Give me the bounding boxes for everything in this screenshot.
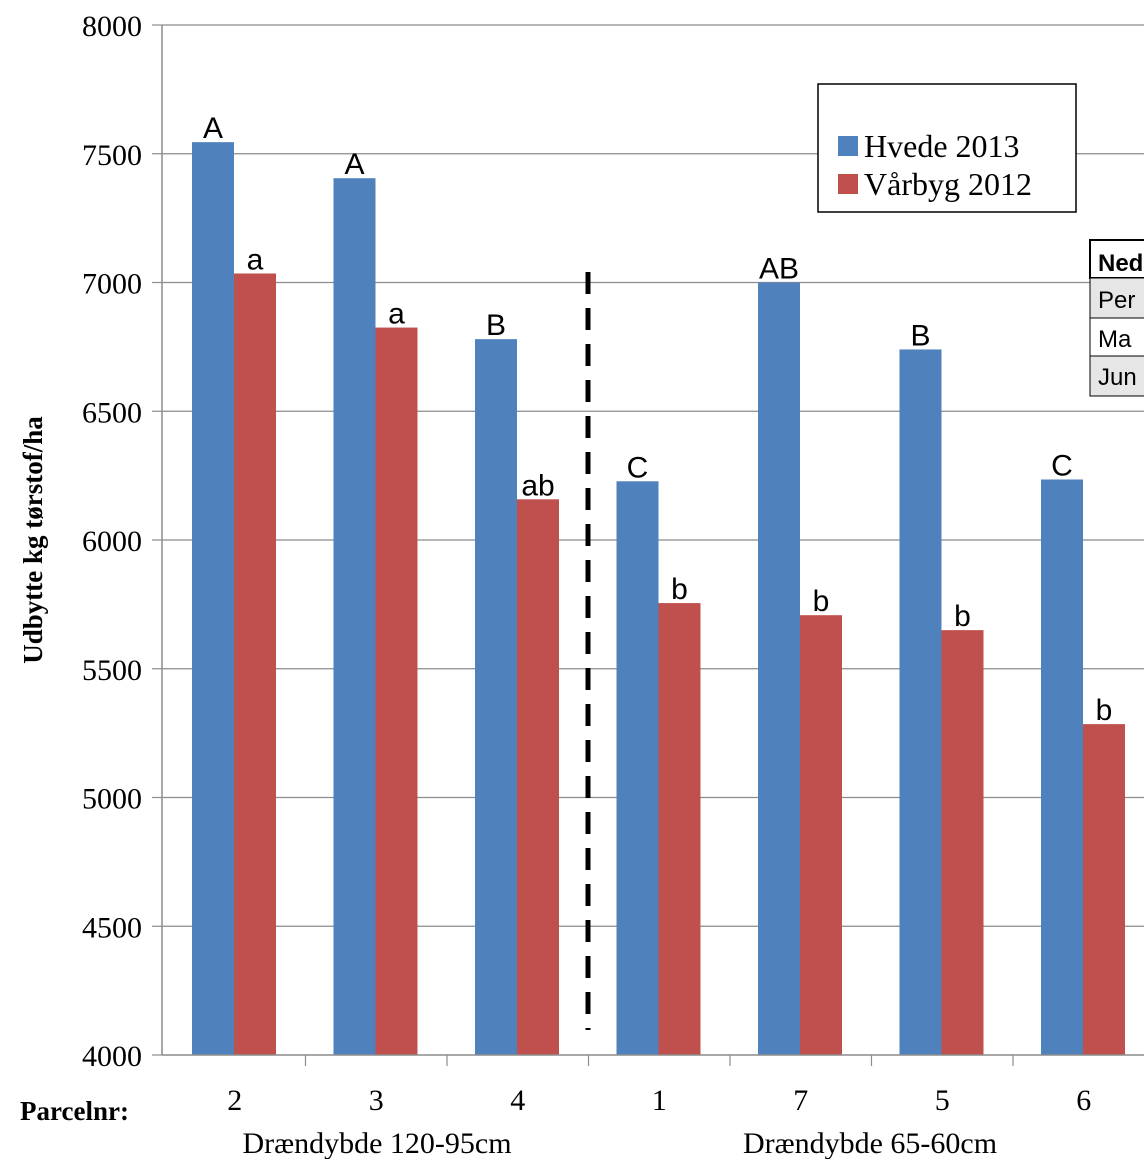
y-tick-label: 5000 — [82, 783, 142, 816]
side-table-row-2: Ma — [1098, 326, 1132, 353]
side-table-row-3: Jun — [1098, 364, 1137, 391]
bar-varbyg-2012 — [941, 630, 984, 1055]
bar-varbyg-2012 — [375, 327, 418, 1055]
significance-label: C — [1051, 449, 1073, 482]
legend-label-varbyg: Vårbyg 2012 — [864, 166, 1032, 202]
y-tick-labels: 4000 4500 5000 5500 6000 6500 7000 7500 8000 — [82, 10, 142, 1073]
significance-label: AB — [759, 253, 799, 286]
x-tick-label: 4 — [510, 1084, 525, 1117]
bar-varbyg-2012 — [234, 273, 276, 1055]
significance-label: b — [813, 585, 830, 618]
bar-varbyg-2012 — [658, 603, 701, 1055]
group-label-deep: Drændybde 120-95cm — [242, 1127, 511, 1159]
x-tick-label: 5 — [935, 1084, 950, 1117]
y-tick-label: 4000 — [82, 1040, 142, 1073]
x-tick-label: 3 — [369, 1084, 384, 1117]
bar-hvede-2013 — [899, 349, 942, 1055]
significance-label: b — [954, 600, 971, 633]
significance-label: B — [910, 319, 930, 352]
y-tick-label: 5500 — [82, 654, 142, 687]
x-tick-label: 1 — [652, 1084, 667, 1117]
significance-label: ab — [521, 469, 554, 502]
x-axis-label: Parcelnr: — [20, 1096, 129, 1126]
bar-hvede-2013 — [758, 282, 800, 1055]
side-table-row-cell — [1089, 355, 1144, 397]
significance-label: B — [486, 309, 506, 342]
significance-label: b — [671, 573, 688, 606]
legend-swatch-varbyg — [838, 174, 858, 194]
side-table-row-1: Per — [1098, 287, 1135, 314]
bars — [192, 142, 1125, 1056]
y-tick-label: 6500 — [82, 396, 142, 429]
y-tick-label: 7500 — [82, 139, 142, 172]
bar-hvede-2013 — [192, 142, 234, 1056]
bar-hvede-2013 — [475, 339, 517, 1055]
y-tick-label: 4500 — [82, 911, 142, 944]
legend-swatch-hvede — [838, 136, 858, 156]
bar-varbyg-2012 — [1083, 724, 1125, 1055]
significance-label: a — [388, 298, 405, 331]
significance-label: a — [247, 243, 264, 276]
side-table: Ned Per Ma Jun — [1089, 239, 1144, 397]
significance-label: b — [1096, 694, 1113, 727]
x-tick-label: 7 — [793, 1084, 808, 1117]
significance-label: A — [344, 148, 364, 181]
group-label-shallow: Drændybde 65-60cm — [743, 1127, 997, 1159]
x-tick-labels: 2 3 4 1 7 5 6 — [227, 1084, 1091, 1117]
y-tick-label: 8000 — [82, 10, 142, 43]
bar-hvede-2013 — [1041, 479, 1083, 1055]
bar-hvede-2013 — [333, 178, 376, 1055]
x-tick-label: 2 — [227, 1084, 242, 1117]
side-table-header: Ned — [1098, 250, 1143, 277]
legend-box — [817, 83, 1077, 213]
axes — [152, 24, 1144, 1066]
bar-varbyg-2012 — [800, 615, 842, 1055]
significance-label: C — [627, 451, 649, 484]
legend-label-hvede: Hvede 2013 — [864, 128, 1020, 164]
x-tick-label: 6 — [1076, 1084, 1091, 1117]
y-tick-label: 7000 — [82, 268, 142, 301]
significance-label: A — [203, 112, 223, 145]
y-axis-label: Udbytte kg tørstof/ha — [18, 416, 48, 664]
bar-varbyg-2012 — [517, 499, 559, 1055]
legend: Hvede 2013 Vårbyg 2012 — [817, 83, 1077, 213]
bar-hvede-2013 — [616, 481, 659, 1055]
y-tick-label: 6000 — [82, 525, 142, 558]
